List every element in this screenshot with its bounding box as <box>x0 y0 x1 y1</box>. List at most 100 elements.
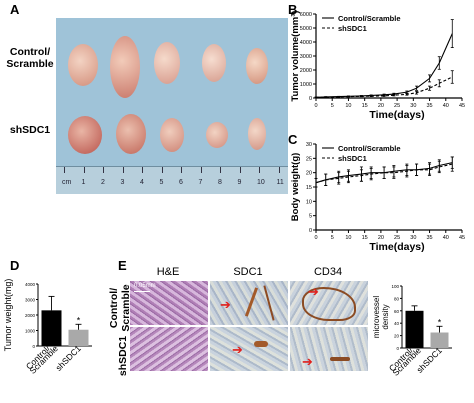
ruler-tick <box>83 167 85 173</box>
x-tick-label: 30 <box>410 103 416 109</box>
histo-cd34-shsdc1: ➔ <box>290 327 368 371</box>
histo-he-control: 0.05mm <box>130 281 208 325</box>
arrow-icon: ➔ <box>308 284 319 299</box>
tumor-shsdc1-2 <box>116 114 146 154</box>
ruler-number: 5 <box>159 179 164 186</box>
tumor-control-3 <box>154 42 180 84</box>
y-tick-label: 15 <box>306 185 312 191</box>
y-axis-label: Tumor volume(mm³) <box>290 10 301 101</box>
histo-cd34-control: ➔ <box>290 281 368 325</box>
ruler-tick <box>122 167 124 173</box>
stain-strand <box>263 285 275 321</box>
legend-label: shSDC1 <box>338 154 367 163</box>
ruler-tick <box>220 167 221 173</box>
tumor-control-2 <box>110 36 140 98</box>
y-tick-label: 5 <box>309 214 312 220</box>
y-tick-label: 2000 <box>300 68 312 74</box>
significance-star: * <box>77 315 81 325</box>
panel-label-d: D <box>10 258 20 273</box>
y-tick-label: 5000 <box>300 26 312 32</box>
ruler-number: 10 <box>257 179 265 186</box>
y-tick-label: 0 <box>309 96 312 102</box>
ruler-tick <box>142 167 143 173</box>
significance-star: * <box>438 317 442 327</box>
tumor-shsdc1-3 <box>160 118 184 152</box>
scale-bar <box>134 291 150 292</box>
arrow-icon: ➔ <box>220 297 231 312</box>
panel-label-c: C <box>288 132 298 147</box>
x-axis-label: Time(days) <box>369 241 424 253</box>
panel-label-b: B <box>288 2 298 17</box>
x-tick-label: 10 <box>345 103 351 109</box>
ruler-number: 8 <box>218 179 222 186</box>
y-tick-label: 25 <box>306 156 312 162</box>
legend-label: shSDC1 <box>338 24 367 33</box>
x-tick-label: 15 <box>362 235 368 241</box>
arrow-icon: ➔ <box>302 354 313 369</box>
y-tick-label: 0 <box>396 346 399 351</box>
x-tick-label: 0 <box>314 235 317 241</box>
x-tick-label: 40 <box>443 235 449 241</box>
panel-a-row-label-control: Control/Scramble <box>2 46 58 70</box>
col-header-he: H&E <box>156 266 180 278</box>
x-tick-label: 5 <box>331 103 334 109</box>
x-category-label: shSDC1 <box>53 343 83 373</box>
y-axis-label: density <box>381 304 390 329</box>
ruler-tick <box>64 167 65 173</box>
ruler-number: 3 <box>120 179 125 186</box>
legend-label: Control/Scramble <box>338 14 401 23</box>
y-tick-label: 1000 <box>25 329 36 334</box>
x-tick-label: 35 <box>426 235 432 241</box>
x-tick-label: 35 <box>426 103 432 109</box>
col-header-sdc1: SDC1 <box>233 266 263 278</box>
ruler-tick <box>181 167 182 173</box>
vessel-stain <box>330 357 350 361</box>
x-tick-label: 20 <box>378 103 384 109</box>
x-tick-label: 25 <box>394 235 400 241</box>
y-axis-label: microvessel <box>372 296 381 338</box>
row-a-line1: Control/ <box>9 46 51 58</box>
panel-label-e: E <box>118 258 127 273</box>
x-tick-label: 15 <box>362 103 368 109</box>
tumor-control-5 <box>246 48 268 84</box>
x-tick-label: 0 <box>314 103 317 109</box>
y-tick-label: 100 <box>391 284 399 289</box>
histo-he-shsdc1 <box>130 327 208 371</box>
bar <box>41 310 62 346</box>
stain-blob <box>254 341 268 347</box>
ruler-number: 11 <box>276 179 284 186</box>
ruler-tick <box>161 167 163 173</box>
y-axis-label: Tumor weight(mg) <box>4 279 13 352</box>
panel-a-row-label-shsdc1: shSDC1 <box>9 124 51 136</box>
x-tick-label: 40 <box>443 103 449 109</box>
bar <box>405 310 424 348</box>
stain-strand <box>244 287 259 317</box>
y-tick-label: 80 <box>394 296 400 301</box>
ruler-number: 2 <box>101 179 105 186</box>
ruler: cm 1 2 3 4 5 6 7 8 9 10 11 <box>56 166 288 194</box>
ruler-tick <box>259 167 260 173</box>
y-tick-label: 4000 <box>300 40 312 46</box>
y-tick-label: 4000 <box>25 282 36 287</box>
legend-label: Control/Scramble <box>338 144 401 153</box>
y-tick-label: 1000 <box>300 82 312 88</box>
arrow-icon: ➔ <box>232 342 243 357</box>
tumor-photo: cm 1 2 3 4 5 6 7 8 9 10 11 <box>56 18 288 194</box>
bar <box>430 332 449 348</box>
row-a-line2: Scramble <box>6 58 54 70</box>
ruler-number: 9 <box>237 179 242 186</box>
col-header-cd34: CD34 <box>313 266 343 278</box>
x-axis-label: Time(days) <box>369 109 424 121</box>
y-tick-label: 3000 <box>300 54 312 60</box>
y-tick-label: 0 <box>309 228 312 234</box>
ruler-tick <box>239 167 241 173</box>
x-tick-label: 20 <box>378 235 384 241</box>
y-tick-label: 20 <box>306 171 312 177</box>
y-tick-label: 20 <box>394 334 400 339</box>
x-tick-label: 45 <box>459 103 465 109</box>
tumor-shsdc1-5 <box>248 118 266 150</box>
tumor-shsdc1-1 <box>68 116 102 154</box>
x-tick-label: 30 <box>410 235 416 241</box>
tumor-control-4 <box>202 44 226 82</box>
